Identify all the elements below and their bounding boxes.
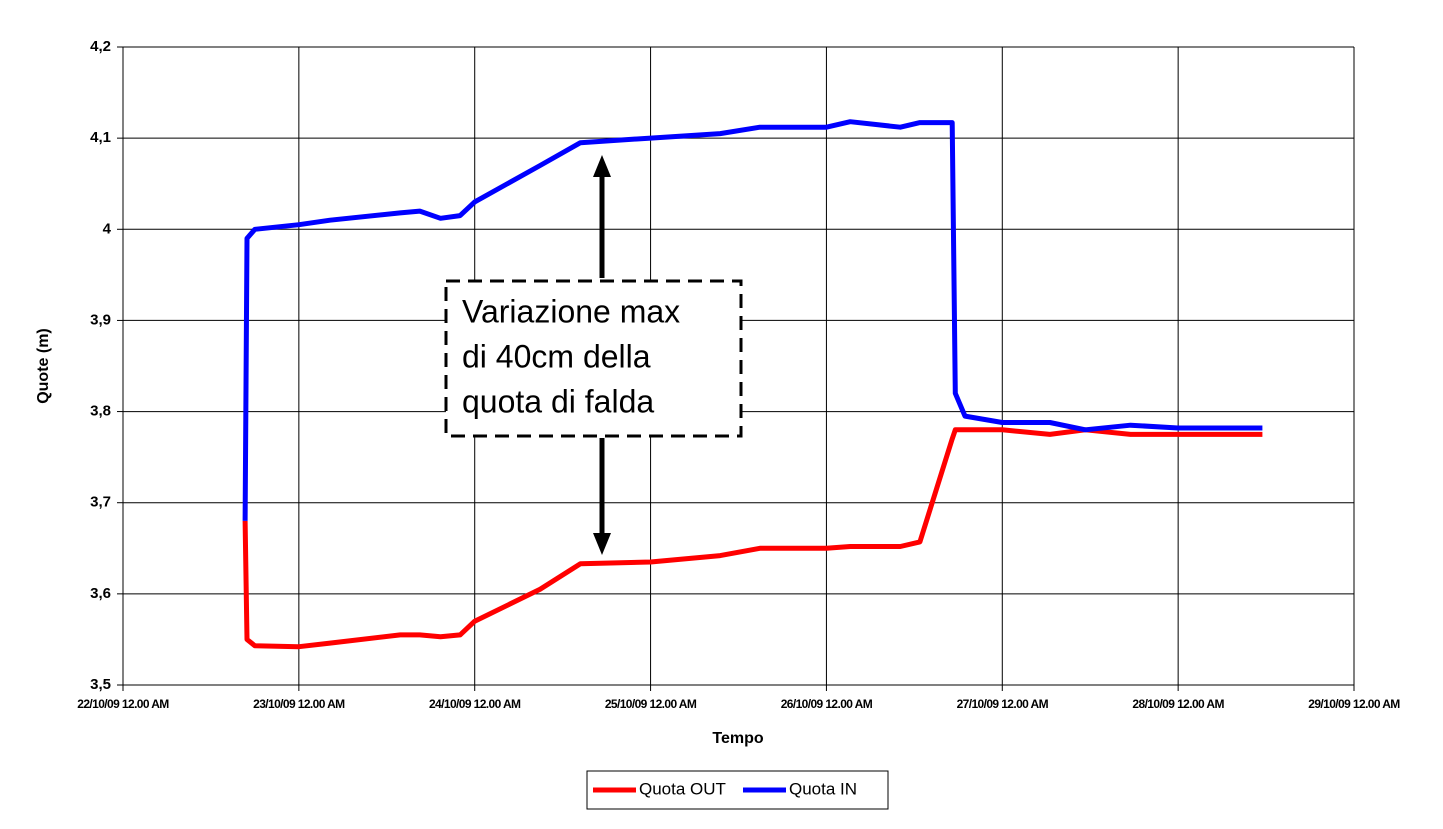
y-axis-label: Quote (m) <box>35 328 52 404</box>
legend-label: Quota OUT <box>639 779 726 798</box>
annotation-box <box>444 279 743 438</box>
legend <box>586 770 889 810</box>
x-tick-label: 29/10/09 12.00 AM <box>1308 697 1400 711</box>
y-tick-label: 3,9 <box>90 311 111 328</box>
x-tick-label: 22/10/09 12.00 AM <box>77 697 169 711</box>
y-tick-label: 3,6 <box>90 585 111 602</box>
legend-items: Quota OUT Quota IN <box>593 779 857 798</box>
y-tick-label: 4 <box>103 220 112 237</box>
x-tick-label: 23/10/09 12.00 AM <box>253 697 345 711</box>
x-tick-label: 25/10/09 12.00 AM <box>605 697 697 711</box>
x-axis-label: Tempo <box>712 730 763 747</box>
annotation: Variazione max <box>462 293 680 329</box>
y-tick-label: 4,1 <box>90 129 111 146</box>
legend-label: Quota IN <box>789 779 857 798</box>
y-tick-label: 3,7 <box>90 494 111 511</box>
annotation: di 40cm della <box>462 338 651 374</box>
x-tick-label: 24/10/09 12.00 AM <box>429 697 521 711</box>
y-tick-label: 3,8 <box>90 403 111 420</box>
plot-area: 3,5 3,6 3,7 3,8 3,9 4 4,1 4,2 22/10/09 12.00 AM 2… <box>77 38 1401 711</box>
arrow-head <box>593 533 611 555</box>
y-tick-label: 4,2 <box>90 38 111 55</box>
annotation: quota di falda <box>462 383 654 419</box>
y-tick-label: 3,5 <box>90 676 111 693</box>
x-tick-label: 26/10/09 12.00 AM <box>781 697 873 711</box>
series-line <box>242 119 1263 521</box>
arrow-head <box>593 155 611 177</box>
x-tick-label: 27/10/09 12.00 AM <box>957 697 1049 711</box>
x-tick-label: 28/10/09 12.00 AM <box>1132 697 1224 711</box>
series-line <box>242 427 1263 650</box>
